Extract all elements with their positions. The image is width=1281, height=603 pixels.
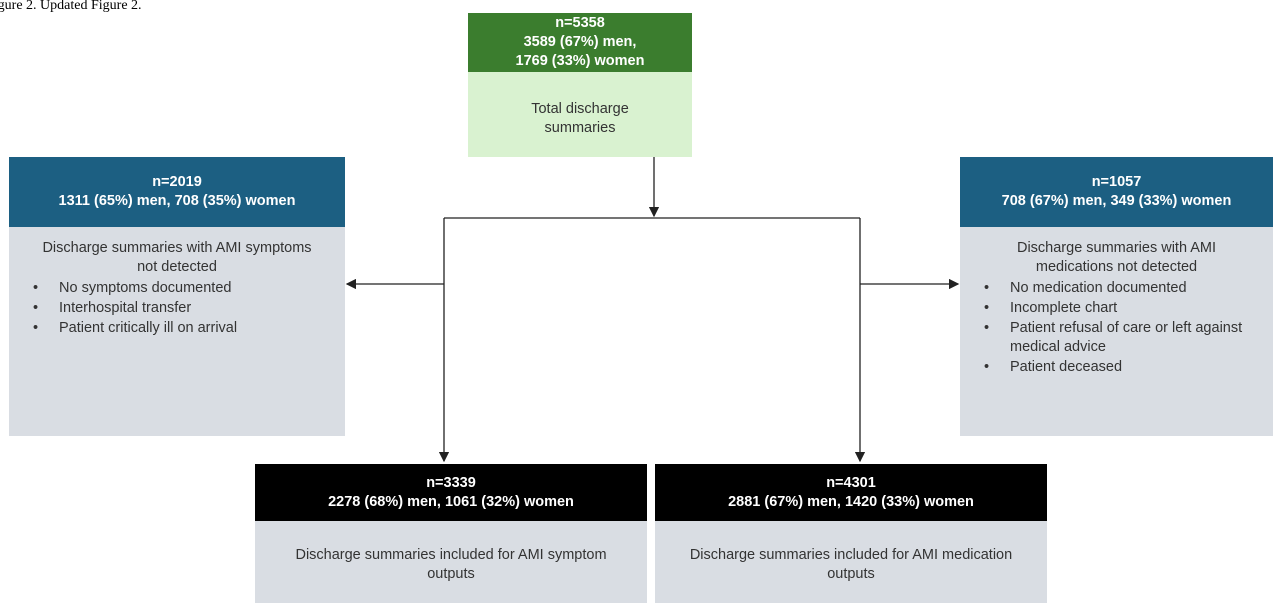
box-body: Total discharge summaries xyxy=(468,72,692,157)
bullet-item: Patient deceased xyxy=(984,358,1243,377)
header-line: 2881 (67%) men, 1420 (33%) women xyxy=(728,493,974,510)
bullet-list: No medication documentedIncomplete chart… xyxy=(960,279,1243,377)
bullet-item: Interhospital transfer xyxy=(33,299,315,318)
box-label: Discharge summaries included for AMI med… xyxy=(689,547,1013,582)
flow-box: n=1057 708 (67%) men, 349 (33%) women Disc… xyxy=(960,157,1273,436)
header-line: 2278 (68%) men, 1061 (32%) women xyxy=(328,493,574,510)
header-line: n=4301 xyxy=(826,474,876,491)
box-label: Total discharge summaries xyxy=(531,101,629,136)
bullet-item: Patient critically ill on arrival xyxy=(33,319,315,338)
header-line: 708 (67%) men, 349 (33%) women xyxy=(1001,193,1232,209)
bullet-item: No medication documented xyxy=(984,279,1243,298)
header-line: 3589 (67%) men, 1769 (33%) women xyxy=(515,34,645,69)
flow-box: n=5358 3589 (67%) men, 1769 (33%) women To… xyxy=(468,13,692,157)
bullet-item: Incomplete chart xyxy=(984,299,1243,318)
box-header: n=2019 1311 (65%) men, 708 (35%) women xyxy=(9,157,345,227)
header-line: 1311 (65%) men, 708 (35%) women xyxy=(58,193,296,209)
box-body: Discharge summaries with AMI symptoms no… xyxy=(9,227,345,436)
box-label: Discharge summaries with AMI symptoms no… xyxy=(42,240,312,275)
box-body: Discharge summaries with AMI medications… xyxy=(960,227,1273,436)
box-label: Discharge summaries included for AMI sym… xyxy=(295,547,607,582)
box-header: n=1057 708 (67%) men, 349 (33%) women xyxy=(960,157,1273,227)
caption: Figure 2. Updated Figure 2. xyxy=(0,0,142,13)
box-header: n=5358 3589 (67%) men, 1769 (33%) women xyxy=(468,13,692,72)
flow-box: n=3339 2278 (68%) men, 1061 (32%) women Di… xyxy=(255,464,647,603)
header-line: n=3339 xyxy=(426,474,476,491)
box-body: Discharge summaries included for AMI med… xyxy=(655,521,1047,603)
header-line: n=2019 xyxy=(152,174,202,190)
header-line: n=1057 xyxy=(1091,174,1142,190)
flow-box: n=4301 2881 (67%) men, 1420 (33%) women Di… xyxy=(655,464,1047,603)
bullet-item: Patient refusal of care or left against … xyxy=(984,319,1243,357)
box-header: n=4301 2881 (67%) men, 1420 (33%) women xyxy=(655,464,1047,521)
box-body: Discharge summaries included for AMI sym… xyxy=(255,521,647,603)
bullet-list: No symptoms documentedInterhospital tran… xyxy=(9,279,315,338)
bullet-item: No symptoms documented xyxy=(33,279,315,298)
box-label: Discharge summaries with AMI medications… xyxy=(1016,240,1217,275)
flow-box: n=2019 1311 (65%) men, 708 (35%) women Dis… xyxy=(9,157,345,436)
header-line: n=5358 xyxy=(555,15,605,31)
box-header: n=3339 2278 (68%) men, 1061 (32%) women xyxy=(255,464,647,521)
